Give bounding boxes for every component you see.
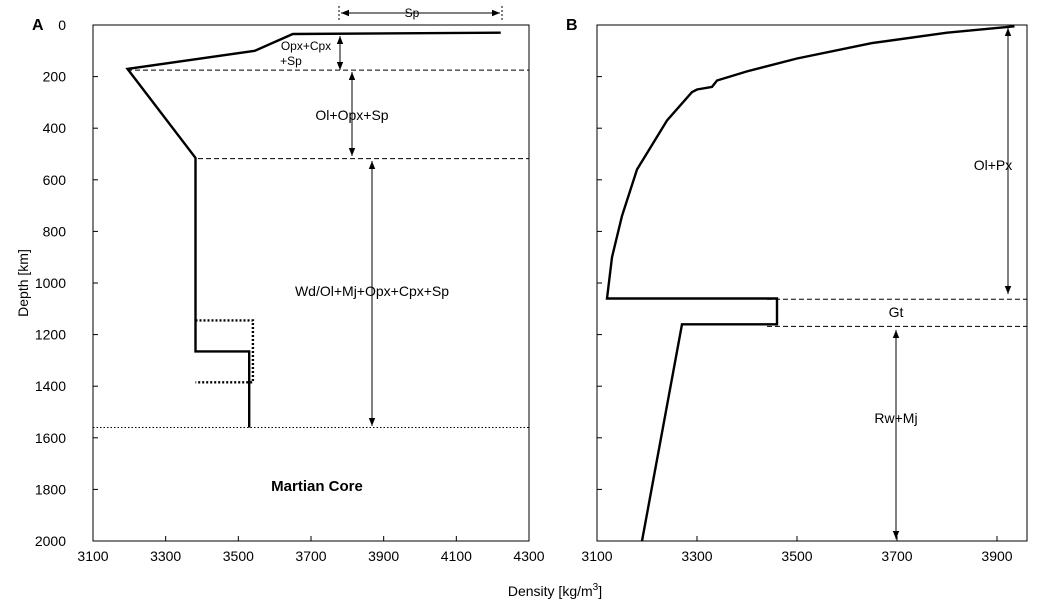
panel-a-y-tick-label: 1000 <box>35 275 66 291</box>
panel-b-boundaries <box>767 298 1027 327</box>
panel-b-x-tick-label: 3500 <box>781 548 812 564</box>
opx-cpx-sp-label: +Sp <box>280 54 302 68</box>
panel-a-density-profile-1 <box>195 319 255 384</box>
panel-a-x-tick-label: 4100 <box>441 548 472 564</box>
rw-mj-label: Rw+Mj <box>874 410 917 426</box>
wd-ol-label: Wd/Ol+Mj+Opx+Cpx+Sp <box>295 283 449 299</box>
x-axis-title-close: ] <box>598 583 602 599</box>
panel-a-y-tick-label: 1400 <box>35 378 66 394</box>
panel-a-x-tick-label: 3900 <box>368 548 399 564</box>
panel-a-ticks: 3100 3300 3500 3700 3900 4100 4300 0 200 400 600 80… <box>35 17 545 564</box>
panel-a-y-tick-label: 1200 <box>35 327 66 343</box>
panel-a-x-tick-label: 4300 <box>513 548 544 564</box>
panel-b-series <box>605 25 1015 542</box>
panel-a-x-tick-label: 3100 <box>77 548 108 564</box>
panel-a-y-tick-label: 2000 <box>35 533 66 549</box>
panel-b-x-tick-label: 3700 <box>881 548 912 564</box>
panel-b-ticks: 3100 3300 3500 3700 3900 <box>581 24 1013 564</box>
panel-a-y-tick-label: 400 <box>43 120 67 136</box>
y-axis-title: Depth [km] <box>15 249 31 317</box>
panel-b-letter: B <box>566 17 578 34</box>
x-axis-title-main: Density [kg/m <box>508 583 593 599</box>
panel-a-density-profile-0 <box>125 31 501 428</box>
x-axis-title: Density [kg/m3] <box>508 582 602 599</box>
panel-b-frame <box>596 24 1028 542</box>
ol-px-label: Ol+Px <box>974 157 1013 173</box>
panel-b-x-tick-label: 3300 <box>681 548 712 564</box>
panel-a-series <box>125 31 501 428</box>
panel-a-x-tick-label: 3500 <box>223 548 254 564</box>
panel-a-y-tick-label: 0 <box>58 17 66 33</box>
panel-a-y-tick-label: 800 <box>43 223 67 239</box>
panel-b-density-profile-0 <box>605 25 1015 542</box>
panel-b-x-tick-label: 3100 <box>581 548 612 564</box>
ol-opx-sp-label: Ol+Opx+Sp <box>315 107 388 123</box>
opx-cpx-label: Opx+Cpx <box>281 39 331 53</box>
panel-a-y-tick-label: 200 <box>43 69 67 85</box>
panel-a-x-tick-label: 3700 <box>295 548 326 564</box>
panel-a-letter: A <box>32 17 44 34</box>
panel-a-boundaries <box>93 69 529 428</box>
x-axis-title-exponent: 3 <box>593 582 599 593</box>
panel-a-y-tick-label: 600 <box>43 172 67 188</box>
panel-b-x-tick-label: 3900 <box>981 548 1012 564</box>
panel-a-y-tick-label: 1800 <box>35 481 66 497</box>
martian-core-label: Martian Core <box>271 478 363 495</box>
gt-label: Gt <box>889 304 904 320</box>
panel-a-y-tick-label: 1600 <box>35 430 66 446</box>
panel-a-x-tick-label: 3300 <box>150 548 181 564</box>
sp-label: Sp <box>405 6 420 20</box>
